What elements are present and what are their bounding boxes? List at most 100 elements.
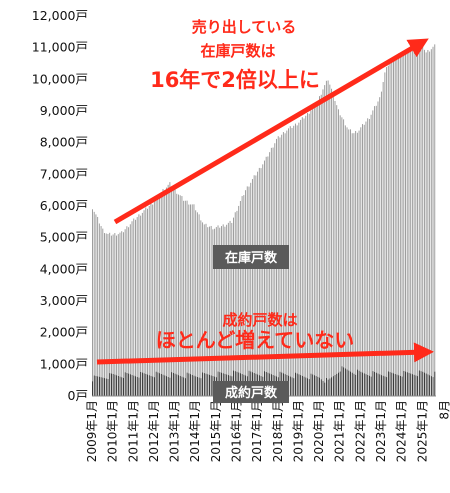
contracts-bar xyxy=(123,377,124,396)
contracts-bar xyxy=(381,375,382,396)
contracts-bar xyxy=(119,376,121,396)
contracts-bar xyxy=(291,377,293,396)
inventory-bar xyxy=(358,130,360,396)
inventory-bar xyxy=(181,196,183,396)
contracts-bar xyxy=(145,373,147,396)
contracts-bar xyxy=(338,372,339,396)
inventory-bar xyxy=(401,52,403,396)
inventory-bar xyxy=(178,194,179,396)
contracts-bar xyxy=(126,373,128,396)
mid-annotation-line-1: 成約戸数は xyxy=(222,311,297,329)
inventory-bar xyxy=(353,133,355,397)
contracts-bar xyxy=(386,377,388,396)
inventory-bar xyxy=(119,232,121,396)
contracts-bar xyxy=(336,373,338,396)
contracts-bar xyxy=(353,373,355,396)
contracts-bar xyxy=(92,381,93,396)
inventory-bar xyxy=(195,210,197,396)
inventory-bar xyxy=(362,124,363,396)
contracts-bar xyxy=(114,374,116,396)
contracts-bar xyxy=(295,372,296,396)
inventory-bar xyxy=(293,125,295,396)
inventory-bar xyxy=(97,216,99,396)
inventory-bar xyxy=(212,229,214,396)
contracts-bar xyxy=(424,372,425,396)
inventory-bar xyxy=(167,184,169,396)
contracts-bar xyxy=(344,368,346,396)
contracts-bar xyxy=(111,373,112,396)
contracts-bar xyxy=(410,373,412,396)
x-tick-label: 2013年1月 xyxy=(168,400,182,462)
inventory-bar xyxy=(355,130,357,396)
x-tick-label: 2010年1月 xyxy=(106,400,120,462)
inventory-bar xyxy=(121,231,123,396)
inventory-bar xyxy=(150,203,152,396)
x-tick-label: 2016年1月 xyxy=(229,400,243,462)
inventory-bar xyxy=(291,127,293,396)
inventory-bar xyxy=(324,85,326,396)
contracts-bar xyxy=(205,373,207,396)
contracts-bar xyxy=(365,374,367,396)
inventory-bar xyxy=(310,110,312,396)
contracts-bar xyxy=(351,372,353,396)
contracts-bar xyxy=(100,377,102,396)
inventory-bar xyxy=(159,195,161,396)
x-tick-label: 2012年1月 xyxy=(147,400,161,462)
inventory-bar xyxy=(350,129,351,396)
inventory-bar xyxy=(241,196,243,396)
inventory-bar xyxy=(100,226,102,396)
contracts-bar xyxy=(305,377,307,396)
contracts-bar xyxy=(370,376,372,396)
inventory-bar xyxy=(434,44,436,397)
inventory-bar xyxy=(317,101,319,396)
inventory-bar xyxy=(148,206,150,396)
inventory-bar xyxy=(143,210,145,396)
inventory-bar xyxy=(272,147,274,396)
contracts-bar xyxy=(186,372,188,396)
contracts-bar xyxy=(135,376,136,396)
contracts-bar xyxy=(420,371,422,396)
contracts-bar xyxy=(143,373,145,396)
inventory-bar xyxy=(92,209,93,396)
inventory-bar xyxy=(93,211,95,396)
inventory-bar xyxy=(370,114,372,397)
contracts-bar xyxy=(398,375,400,396)
inventory-bar xyxy=(117,234,119,396)
contracts-bar xyxy=(121,377,123,396)
inventory-bar xyxy=(138,214,140,396)
inventory-bar xyxy=(186,200,188,396)
contracts-bar xyxy=(324,382,326,396)
contracts-bar xyxy=(159,373,161,396)
contracts-bar xyxy=(403,370,405,396)
inventory-bar xyxy=(188,204,190,396)
contracts-bar xyxy=(183,377,185,396)
contracts-bar xyxy=(191,374,193,396)
contracts-bar xyxy=(405,371,406,396)
contracts-bar xyxy=(400,375,401,396)
inventory-bar xyxy=(236,210,238,396)
inventory-bar xyxy=(217,225,219,396)
inventory-bar xyxy=(384,72,386,397)
inventory-bar xyxy=(251,179,253,396)
inventory-bar xyxy=(262,164,264,396)
inventory-bar xyxy=(430,49,432,396)
inventory-bar xyxy=(260,168,262,396)
x-tick-label: 8月 xyxy=(437,400,450,420)
inventory-bar xyxy=(114,233,116,396)
contracts-bar xyxy=(147,374,148,397)
inventory-bar xyxy=(418,42,420,397)
contracts-bar xyxy=(422,371,424,396)
inventory-bar xyxy=(389,60,391,396)
x-tick-label: 2017年1月 xyxy=(250,400,264,462)
contracts-trend-arrow xyxy=(96,342,434,365)
y-tick-label: 5,000戸 xyxy=(40,230,88,245)
contracts-bar xyxy=(326,378,327,396)
contracts-bar xyxy=(140,372,142,396)
contracts-bar xyxy=(308,379,310,396)
inventory-bar xyxy=(200,220,202,396)
inventory-bar xyxy=(196,212,198,396)
contracts-bar xyxy=(212,376,214,396)
inventory-bar xyxy=(398,53,400,396)
y-axis: 0戸 1,000戸 2,000戸 3,000戸 4,000戸 5,000戸 6,000戸 7,… xyxy=(32,8,88,403)
contracts-bar xyxy=(210,375,212,396)
